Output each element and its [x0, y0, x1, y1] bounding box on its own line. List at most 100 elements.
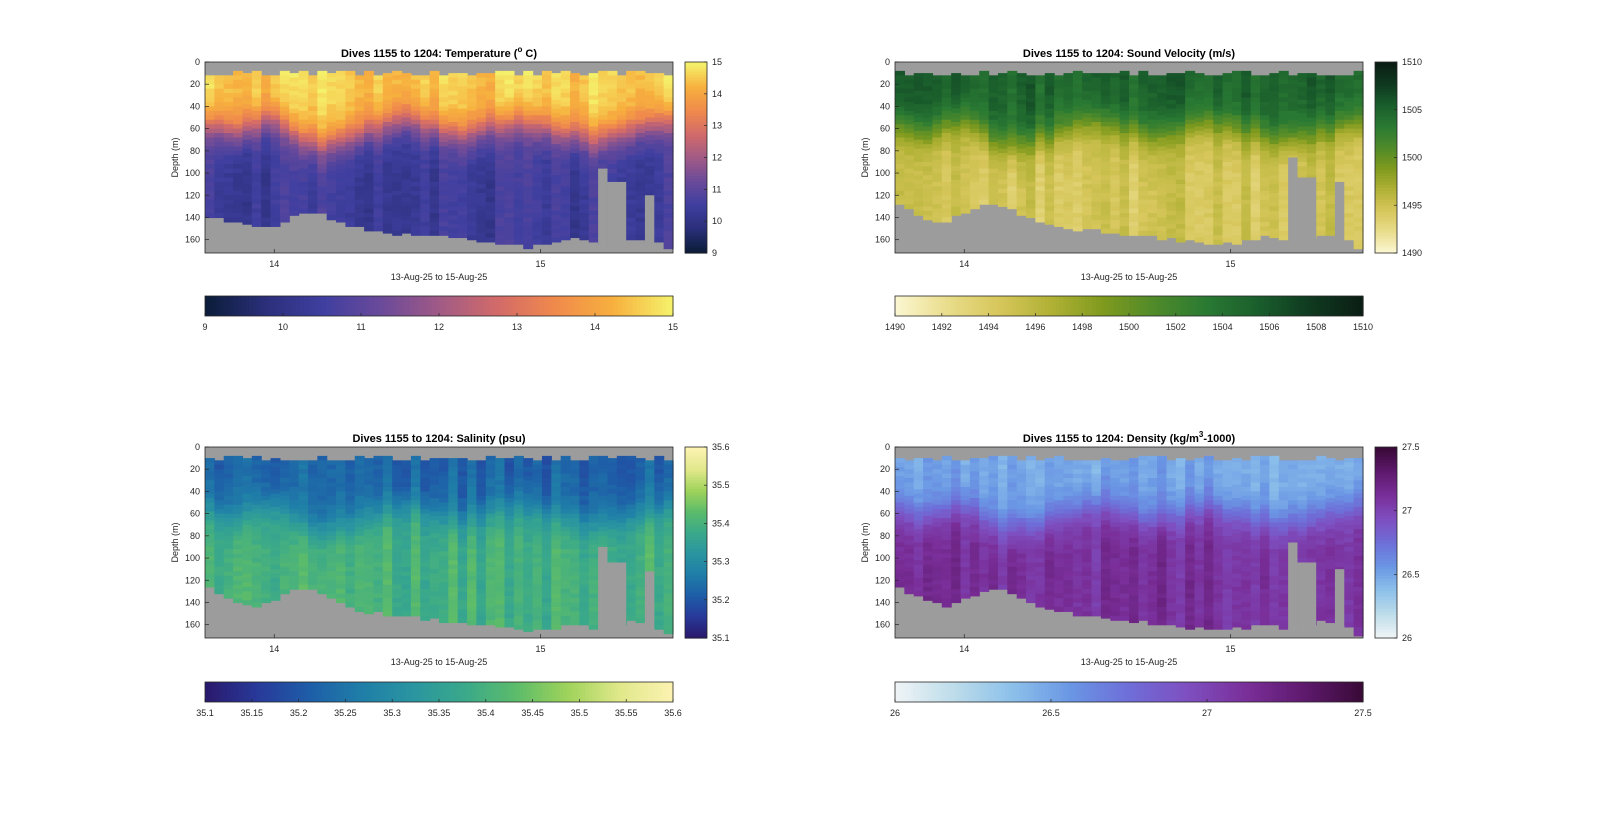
- heatmap-cell: [354, 549, 365, 555]
- heatmap-cell: [279, 159, 290, 165]
- heatmap-cell: [941, 173, 952, 179]
- heatmap-cell: [279, 173, 290, 179]
- colorbar-swatch: [1315, 296, 1320, 316]
- heatmap-cell: [1353, 195, 1364, 201]
- heatmap-cell: [345, 504, 356, 510]
- colorbar-tick-label: 1495: [1402, 200, 1422, 210]
- heatmap-cell: [401, 139, 412, 145]
- colorbar-swatch: [559, 296, 564, 316]
- heatmap-cell: [279, 70, 290, 76]
- heatmap-cell: [1250, 106, 1261, 112]
- heatmap-cell: [410, 190, 421, 196]
- heatmap-cell: [979, 150, 990, 156]
- heatmap-cell: [1082, 166, 1093, 172]
- heatmap-cell: [345, 486, 356, 493]
- heatmap-cell: [1241, 181, 1252, 187]
- heatmap-cell: [223, 486, 234, 493]
- heatmap-cell: [242, 475, 253, 481]
- heatmap-cell: [1082, 157, 1093, 163]
- heatmap-cell: [932, 141, 943, 147]
- heatmap-cell: [214, 491, 225, 497]
- heatmap-cell: [1194, 135, 1205, 141]
- heatmap-cell: [570, 153, 580, 159]
- heatmap-cell: [317, 168, 328, 174]
- heatmap-cell: [420, 146, 431, 152]
- heatmap-cell: [345, 213, 356, 219]
- heatmap-cell: [1129, 146, 1139, 152]
- heatmap-cell: [429, 515, 440, 521]
- heatmap-cell: [289, 509, 300, 515]
- heatmap-cell: [223, 199, 234, 205]
- colorbar-swatch: [570, 296, 575, 316]
- heatmap-cell: [354, 128, 365, 134]
- heatmap-cell: [317, 580, 328, 586]
- heatmap-cell: [579, 93, 590, 99]
- heatmap-cell: [336, 549, 346, 555]
- heatmap-cell: [532, 115, 543, 121]
- heatmap-cell: [913, 117, 924, 123]
- heatmap-cell: [401, 77, 412, 83]
- colorbar-swatch: [1096, 296, 1101, 316]
- heatmap-cell: [457, 188, 468, 194]
- heatmap-cell: [205, 164, 215, 170]
- heatmap-cell: [1316, 146, 1327, 152]
- heatmap-cell: [467, 208, 478, 214]
- heatmap-cell: [382, 130, 393, 136]
- heatmap-cell: [270, 128, 281, 134]
- heatmap-cell: [513, 79, 524, 85]
- heatmap-cell: [635, 97, 646, 103]
- heatmap-cell: [1082, 81, 1093, 88]
- heatmap-cell: [373, 190, 384, 196]
- heatmap-cell: [223, 97, 234, 103]
- heatmap-cell: [1260, 204, 1270, 210]
- heatmap-cell: [205, 106, 215, 112]
- heatmap-cell: [364, 128, 375, 134]
- heatmap-cell: [233, 173, 244, 179]
- heatmap-cell: [392, 79, 403, 85]
- heatmap-cell: [560, 128, 571, 134]
- heatmap-cell: [317, 491, 328, 497]
- heatmap-cell: [932, 75, 943, 81]
- heatmap-cell: [1054, 199, 1065, 205]
- heatmap-cell: [588, 99, 599, 105]
- heatmap-cell: [1241, 173, 1252, 179]
- heatmap-cell: [513, 213, 524, 219]
- heatmap-cell: [495, 93, 506, 99]
- colorbar-swatch: [651, 296, 656, 316]
- heatmap-cell: [373, 522, 384, 528]
- heatmap-cell: [1035, 106, 1046, 112]
- heatmap-cell: [1007, 168, 1018, 174]
- heatmap-cell: [495, 190, 506, 196]
- heatmap-cell: [354, 491, 365, 497]
- heatmap-cell: [270, 484, 281, 490]
- heatmap-cell: [439, 475, 449, 481]
- heatmap-cell: [261, 155, 272, 161]
- heatmap-cell: [373, 226, 384, 232]
- heatmap-cell: [373, 115, 384, 121]
- heatmap-cell: [242, 560, 253, 566]
- heatmap-cell: [1260, 199, 1270, 205]
- heatmap-cell: [1250, 124, 1261, 130]
- heatmap-cell: [1325, 164, 1336, 170]
- heatmap-cell: [214, 513, 225, 519]
- heatmap-cell: [1241, 155, 1252, 161]
- heatmap-cell: [1054, 128, 1065, 134]
- heatmap-cell: [988, 124, 999, 130]
- heatmap-cell: [382, 500, 393, 506]
- heatmap-cell: [279, 190, 290, 196]
- heatmap-cells: [895, 70, 1364, 250]
- heatmap-cell: [457, 113, 468, 119]
- heatmap-cell: [223, 141, 234, 147]
- heatmap-cell: [1316, 128, 1327, 134]
- heatmap-cell: [205, 208, 215, 214]
- heatmap-cell: [598, 79, 609, 85]
- heatmap-cell: [410, 226, 421, 232]
- heatmap-cell: [317, 181, 328, 187]
- heatmap-cell: [429, 595, 440, 601]
- heatmap-cell: [307, 535, 318, 541]
- heatmap-cell: [336, 593, 346, 599]
- heatmap-cell: [457, 210, 468, 216]
- heatmap-cell: [401, 153, 412, 159]
- heatmap-cell: [1325, 84, 1336, 90]
- heatmap-cell: [382, 566, 393, 572]
